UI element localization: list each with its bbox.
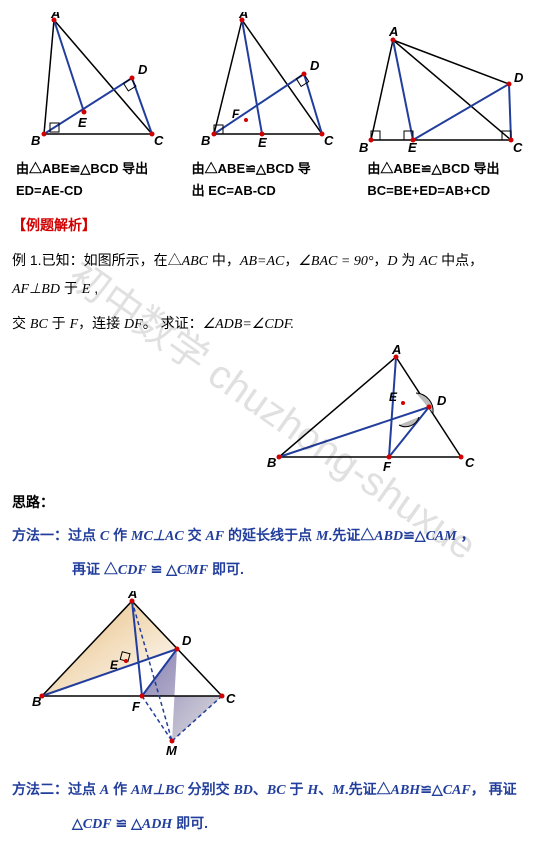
silu-title: 思路： (12, 489, 531, 516)
bottom-figure-svg: A B C D E F M (32, 591, 252, 761)
triangle-diagram-1-svg: A B C D E (14, 12, 169, 152)
svg-text:D: D (138, 62, 148, 77)
svg-text:E: E (78, 115, 87, 130)
cap2-l2: 出 EC=AB-CD (192, 183, 276, 198)
svg-text:B: B (267, 455, 276, 470)
svg-text:C: C (465, 455, 475, 470)
svg-text:E: E (110, 658, 119, 672)
method1-line2: 再证 △CDF ≌ △CMF 即可. (12, 556, 531, 585)
svg-text:F: F (383, 459, 392, 474)
bottom-figure-wrap: A B C D E F M (12, 591, 531, 770)
svg-text:F: F (132, 699, 141, 714)
method1-line1: 方法一：过点 C 作 MC⊥AC 交 AF 的延长线于点 M.先证△ABD≌△C… (12, 522, 531, 551)
svg-text:B: B (31, 133, 40, 148)
section-title: 【例题解析】 (12, 212, 531, 239)
caption-3: 由△ABE≌△BCD 导出 BC=BE+ED=AB+CD (363, 158, 531, 202)
main-figure-wrap: A B C D E F (12, 345, 531, 484)
figure-3: A B C D E (351, 12, 531, 152)
method2-line1: 方法二：过点 A 作 AM⊥BC 分别交 BD、BC 于 H、M.先证△ABH≌… (12, 776, 531, 805)
svg-text:C: C (154, 133, 164, 148)
svg-text:B: B (201, 133, 210, 148)
svg-text:D: D (182, 633, 192, 648)
svg-text:E: E (389, 390, 398, 404)
method2-line2: △CDF ≌ △ADH 即可. (12, 810, 531, 839)
triangle-diagram-2-svg: A B C D E F (184, 12, 339, 152)
cap1-l2: ED=AE-CD (16, 183, 83, 198)
caption-row-1: 由△ABE≌△BCD 导出 ED=AE-CD 由△ABE≌△BCD 导 出 EC… (12, 158, 531, 202)
caption-2: 由△ABE≌△BCD 导 出 EC=AB-CD (188, 158, 356, 202)
svg-text:E: E (408, 140, 417, 152)
cap1-l1: 由△ABE≌△BCD 导出 (16, 161, 148, 176)
svg-text:D: D (514, 70, 524, 85)
svg-text:A: A (238, 12, 248, 21)
example-line-2: 交 BC 于 F，连接 DF。 求证：∠ADB=∠CDF. (12, 310, 531, 339)
caption-1: 由△ABE≌△BCD 导出 ED=AE-CD (12, 158, 180, 202)
svg-text:F: F (232, 107, 240, 121)
svg-text:A: A (50, 12, 60, 21)
figure-1: A B C D E (12, 12, 172, 152)
cap3-l2: BC=BE+ED=AB+CD (367, 183, 490, 198)
svg-text:E: E (258, 135, 267, 150)
example-line-1: 例 1.已知：如图所示，在△ABC 中，AB=AC，∠BAC = 90°，D 为… (12, 247, 531, 304)
svg-text:M: M (166, 743, 178, 758)
svg-text:A: A (127, 591, 137, 601)
svg-text:C: C (226, 691, 236, 706)
svg-text:C: C (513, 140, 523, 152)
svg-text:C: C (324, 133, 334, 148)
svg-text:B: B (359, 140, 368, 152)
cap3-l1: 由△ABE≌△BCD 导出 (367, 161, 499, 176)
svg-text:D: D (310, 58, 320, 73)
svg-text:A: A (388, 24, 398, 39)
svg-text:B: B (32, 694, 41, 709)
cap2-l1: 由△ABE≌△BCD 导 (192, 161, 311, 176)
main-figure-svg: A B C D E F (261, 345, 491, 475)
top-figure-row: A B C D E A B C D E F (12, 12, 531, 152)
figure-2: A B C D E F (182, 12, 342, 152)
svg-text:A: A (391, 345, 401, 357)
svg-text:D: D (437, 393, 447, 408)
triangle-diagram-3-svg: A B C D E (351, 12, 531, 152)
